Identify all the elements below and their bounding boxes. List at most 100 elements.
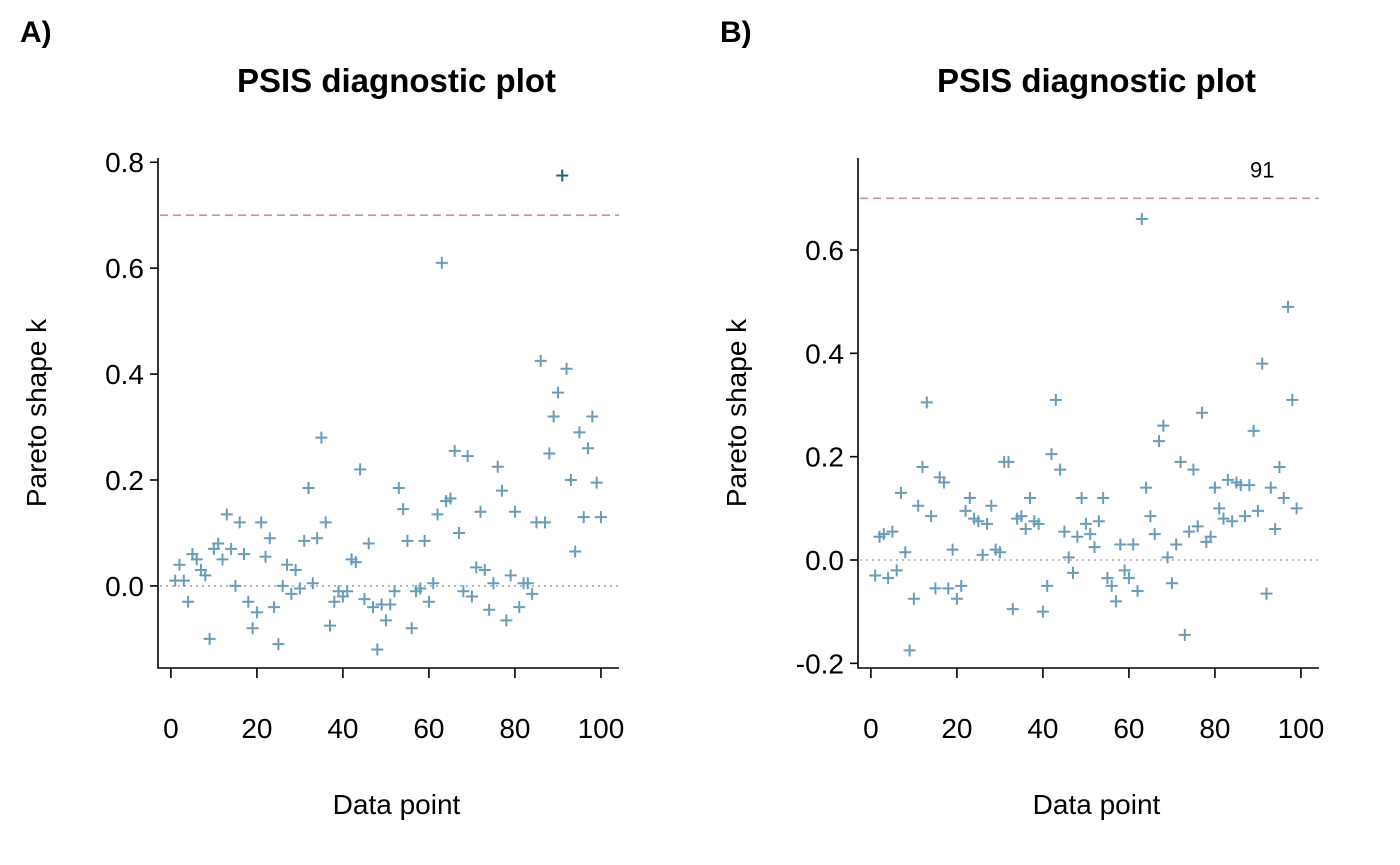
point (431, 508, 444, 521)
point (1127, 538, 1140, 551)
point (212, 537, 225, 550)
chart-title: PSIS diagnostic plot (937, 62, 1256, 99)
point (1019, 523, 1032, 536)
point (173, 558, 186, 571)
point (912, 499, 925, 512)
point (276, 579, 289, 592)
point (199, 569, 212, 582)
point (470, 561, 483, 574)
point (491, 460, 504, 473)
point (1006, 603, 1019, 616)
point (564, 473, 577, 486)
point (925, 510, 938, 523)
point (1024, 492, 1037, 504)
point (1110, 595, 1123, 608)
annotation: 91 (1250, 158, 1274, 183)
point (1084, 528, 1097, 541)
point (418, 534, 431, 547)
point (993, 546, 1006, 559)
point (1079, 517, 1092, 530)
point (306, 577, 319, 590)
y-axis-label: Pareto shape k (21, 318, 52, 507)
point (950, 592, 963, 605)
point (1105, 579, 1118, 592)
x-axis-label: Data point (333, 789, 461, 820)
point (496, 484, 509, 497)
x-tick-label: 0 (863, 713, 879, 744)
point (1170, 538, 1183, 551)
point (534, 354, 547, 367)
point (414, 582, 427, 595)
y-axis-label: Pareto shape k (721, 318, 752, 507)
y-tick-label: 0.8 (105, 147, 144, 178)
point (942, 582, 955, 595)
x-tick-label: 100 (578, 713, 625, 744)
point (1260, 587, 1273, 600)
point (448, 444, 461, 457)
point (1097, 492, 1110, 504)
point (487, 577, 500, 590)
x-tick-label: 60 (1113, 713, 1144, 744)
point (1217, 512, 1230, 525)
point (1071, 530, 1084, 543)
point (556, 169, 569, 182)
chart-title: PSIS diagnostic plot (237, 62, 556, 99)
y-tick-label: 0.0 (105, 571, 144, 602)
x-tick-label: 100 (1278, 713, 1325, 744)
point (886, 525, 899, 538)
point (920, 396, 933, 409)
point (560, 362, 573, 375)
y-tick-label: -0.2 (796, 648, 844, 679)
point (1101, 572, 1114, 585)
y-tick-label: 0.4 (105, 359, 144, 390)
point (319, 516, 332, 529)
point (216, 553, 229, 566)
point (1264, 481, 1277, 494)
point (526, 587, 539, 600)
point (1178, 628, 1191, 641)
point (263, 532, 276, 545)
point (981, 517, 994, 530)
y-tick-label: 0.2 (105, 465, 144, 496)
point (1114, 538, 1127, 551)
point (963, 492, 976, 504)
point (289, 564, 302, 577)
x-axis-label: Data point (1033, 789, 1161, 820)
point (513, 601, 526, 614)
point (551, 386, 564, 399)
point (547, 410, 560, 423)
point (938, 476, 951, 489)
panel-label: A) (20, 16, 52, 49)
point (577, 511, 590, 524)
point (916, 460, 929, 473)
point (882, 572, 895, 585)
point (1045, 448, 1058, 461)
point (444, 492, 457, 505)
point (182, 595, 195, 608)
point (573, 426, 586, 439)
point (324, 619, 337, 632)
y-tick-label: 0.0 (805, 545, 844, 576)
point (890, 564, 903, 577)
point (311, 532, 324, 545)
point (1277, 492, 1290, 504)
point (354, 463, 367, 476)
point (972, 515, 985, 528)
point (1075, 492, 1088, 504)
point (1153, 435, 1166, 448)
point (229, 579, 242, 592)
point (985, 499, 998, 512)
point (250, 606, 263, 619)
point (435, 256, 448, 269)
x-tick-label: 80 (1199, 713, 1230, 744)
point (1286, 393, 1299, 406)
axis-line (157, 158, 619, 669)
point (293, 582, 306, 595)
point (1144, 510, 1157, 523)
point (246, 622, 259, 635)
point (877, 528, 890, 541)
point (1239, 510, 1252, 523)
point (869, 569, 882, 582)
point (907, 592, 920, 605)
point (976, 548, 989, 561)
